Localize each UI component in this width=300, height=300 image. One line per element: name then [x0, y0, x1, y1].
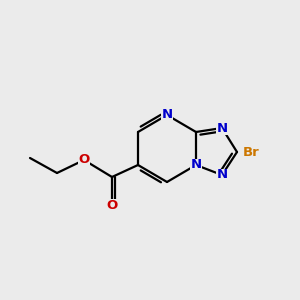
Text: Br: Br: [243, 146, 260, 158]
Text: N: N: [216, 169, 228, 182]
Text: N: N: [216, 122, 228, 134]
Text: N: N: [161, 109, 172, 122]
Text: O: O: [106, 199, 118, 212]
Text: N: N: [190, 158, 202, 172]
Text: O: O: [78, 154, 90, 166]
